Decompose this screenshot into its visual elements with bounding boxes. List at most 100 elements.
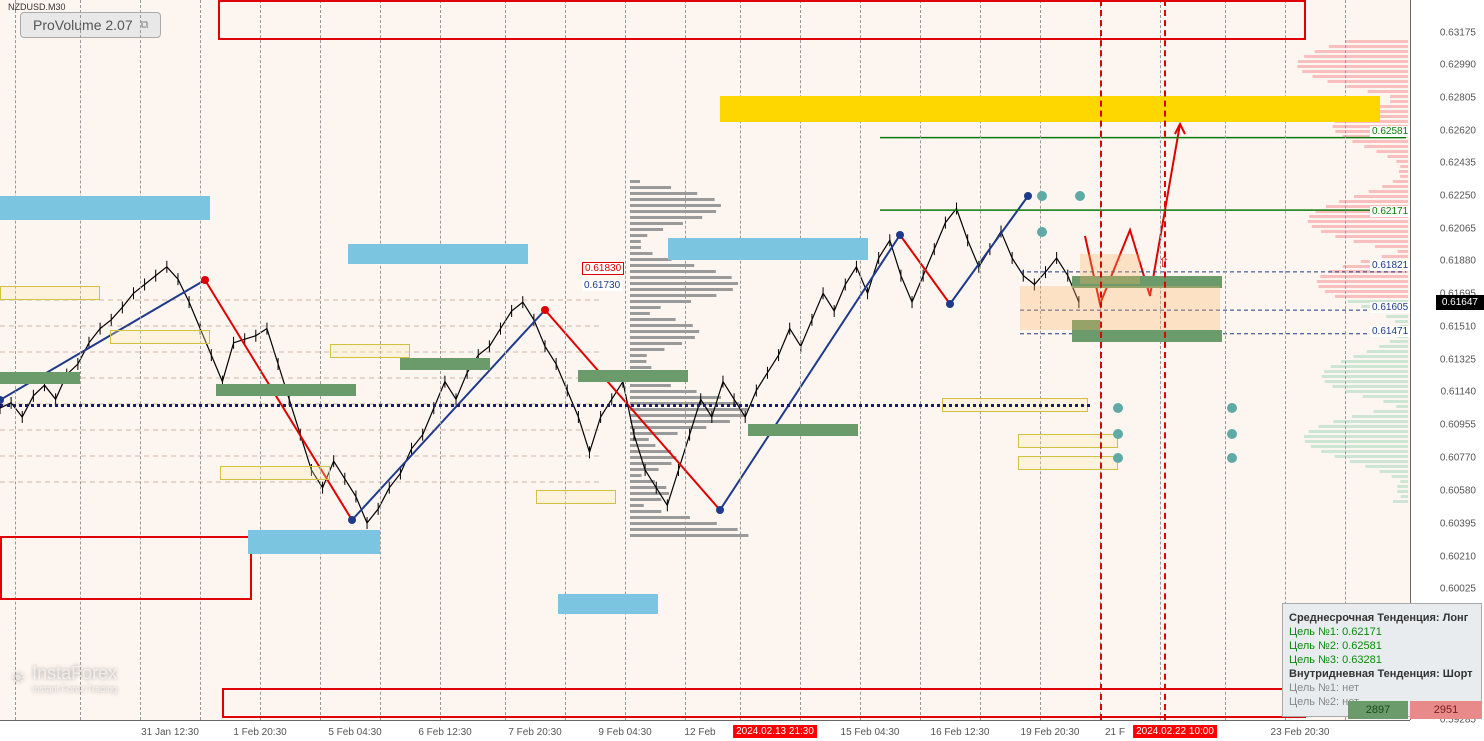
blue-band-zone bbox=[0, 196, 210, 220]
green-band-zone bbox=[0, 372, 80, 384]
y-tick: 0.61325 bbox=[1440, 354, 1476, 365]
vgrid-line bbox=[80, 0, 81, 720]
teal-dot bbox=[1113, 453, 1123, 463]
yellow-box-zone bbox=[1018, 456, 1118, 470]
info-trend-mt: Среднесрочная Тенденция: Лонг bbox=[1289, 612, 1475, 624]
x-tick: 1 Feb 20:30 bbox=[233, 727, 286, 738]
red-vline bbox=[1164, 0, 1166, 720]
y-tick: 0.60025 bbox=[1440, 584, 1476, 595]
x-tick: 2024.02.13 21:30 bbox=[733, 725, 817, 738]
vgrid-line bbox=[140, 0, 141, 720]
green-band-zone bbox=[748, 424, 858, 436]
green-band-zone bbox=[1072, 330, 1222, 342]
navy-dotted-line bbox=[0, 404, 1090, 407]
y-tick: 0.62805 bbox=[1440, 93, 1476, 104]
green-band-zone bbox=[400, 358, 490, 370]
blue-band-zone bbox=[248, 530, 380, 554]
x-tick: 12 Feb bbox=[684, 727, 715, 738]
teal-dot bbox=[1113, 403, 1123, 413]
yellow-box-zone bbox=[1018, 434, 1118, 448]
x-tick: 9 Feb 04:30 bbox=[598, 727, 651, 738]
x-tick: 23 Feb 20:30 bbox=[1271, 727, 1330, 738]
info-target-3: Цель №3: 0.63281 bbox=[1289, 654, 1475, 666]
teal-dot bbox=[1113, 429, 1123, 439]
y-tick: 0.62435 bbox=[1440, 158, 1476, 169]
red-box-zone bbox=[0, 536, 252, 600]
blue-band-zone bbox=[558, 594, 658, 614]
y-tick: 0.61880 bbox=[1440, 256, 1476, 267]
y-tick: 0.62250 bbox=[1440, 191, 1476, 202]
orange-box-zone bbox=[1080, 254, 1140, 284]
y-tick: 0.60770 bbox=[1440, 452, 1476, 463]
price-label: 0.61730 bbox=[582, 280, 622, 291]
x-tick: 2024.02.22 10:00 bbox=[1133, 725, 1217, 738]
price-label: 0.61605 bbox=[1370, 302, 1410, 313]
current-price-marker: 0.61647 bbox=[1436, 295, 1484, 310]
x-tick: 5 Feb 04:30 bbox=[328, 727, 381, 738]
x-tick: 15 Feb 04:30 bbox=[841, 727, 900, 738]
vgrid-line bbox=[380, 0, 381, 720]
y-tick: 0.60210 bbox=[1440, 551, 1476, 562]
price-label: 0.62171 bbox=[1370, 206, 1410, 217]
blue-band-zone bbox=[348, 244, 528, 264]
yellow-box-zone bbox=[0, 286, 100, 300]
y-tick: 0.61510 bbox=[1440, 321, 1476, 332]
teal-dot bbox=[1075, 191, 1085, 201]
sun-icon: ☀ bbox=[10, 668, 26, 689]
y-tick: 0.60955 bbox=[1440, 419, 1476, 430]
y-tick: 0.62620 bbox=[1440, 125, 1476, 136]
vgrid-line bbox=[505, 0, 506, 720]
price-label: 0.62581 bbox=[1370, 126, 1410, 137]
x-tick: 21 F bbox=[1105, 727, 1125, 738]
yellow-box-zone bbox=[220, 466, 330, 480]
x-tick: 6 Feb 12:30 bbox=[418, 727, 471, 738]
x-tick: 31 Jan 12:30 bbox=[141, 727, 199, 738]
yellow-band-zone bbox=[720, 96, 1380, 122]
y-tick: 0.60580 bbox=[1440, 486, 1476, 497]
info-target-2: Цель №2: 0.62581 bbox=[1289, 640, 1475, 652]
x-tick: 19 Feb 20:30 bbox=[1021, 727, 1080, 738]
info-target-1: Цель №1: 0.62171 bbox=[1289, 626, 1475, 638]
volume-bar-red: 2951 bbox=[1410, 701, 1482, 719]
vgrid-line bbox=[200, 0, 201, 720]
blue-band-zone bbox=[668, 238, 868, 260]
volume-bar-green: 2897 bbox=[1348, 701, 1408, 719]
y-tick: 0.62990 bbox=[1440, 60, 1476, 71]
chart-area[interactable]: NZDUSD.M30 ProVolume 2.07 ⧉ ☀ InstaForex… bbox=[0, 0, 1410, 720]
info-st-1: Цель №1: нет bbox=[1289, 682, 1475, 694]
teal-dot bbox=[1037, 227, 1047, 237]
green-band-zone bbox=[578, 370, 688, 382]
price-label: 0.61471 bbox=[1370, 326, 1410, 337]
info-box: Среднесрочная Тенденция: Лонг Цель №1: 0… bbox=[1282, 603, 1482, 717]
yellow-box-zone bbox=[536, 490, 616, 504]
y-tick: 0.61140 bbox=[1441, 387, 1476, 398]
teal-dot bbox=[1227, 403, 1237, 413]
yellow-box-zone bbox=[330, 344, 410, 358]
orange-box-zone bbox=[1020, 286, 1220, 330]
up-arrow-icon: ⇧ bbox=[1158, 254, 1170, 271]
price-label: 0.61821 bbox=[1370, 260, 1410, 271]
teal-dot bbox=[1227, 429, 1237, 439]
y-tick: 0.62065 bbox=[1440, 223, 1476, 234]
info-trend-id: Внутридневная Тенденция: Шорт bbox=[1289, 668, 1475, 680]
watermark-tagline: Instant Forex Trading bbox=[32, 684, 117, 694]
teal-dot bbox=[1227, 453, 1237, 463]
y-tick: 0.63175 bbox=[1440, 27, 1476, 38]
vgrid-line bbox=[15, 0, 16, 720]
x-tick: 16 Feb 12:30 bbox=[931, 727, 990, 738]
vgrid-line bbox=[685, 0, 686, 720]
watermark-logo: ☀ InstaForex Instant Forex Trading bbox=[10, 663, 117, 694]
watermark-brand: InstaForex bbox=[32, 663, 117, 683]
red-vline bbox=[1100, 0, 1102, 720]
vgrid-line bbox=[260, 0, 261, 720]
price-label: 0.61830 bbox=[582, 262, 624, 275]
red-box-zone bbox=[218, 0, 1306, 40]
yellow-box-zone bbox=[110, 330, 210, 344]
green-band-zone bbox=[216, 384, 356, 396]
teal-dot bbox=[1037, 191, 1047, 201]
y-tick: 0.60395 bbox=[1440, 518, 1476, 529]
red-box-zone bbox=[222, 688, 1306, 718]
x-axis: 31 Jan 12:30 1 Feb 20:30 5 Feb 04:30 6 Feb … bbox=[0, 720, 1410, 741]
x-tick: 7 Feb 20:30 bbox=[508, 727, 561, 738]
vgrid-line bbox=[320, 0, 321, 720]
